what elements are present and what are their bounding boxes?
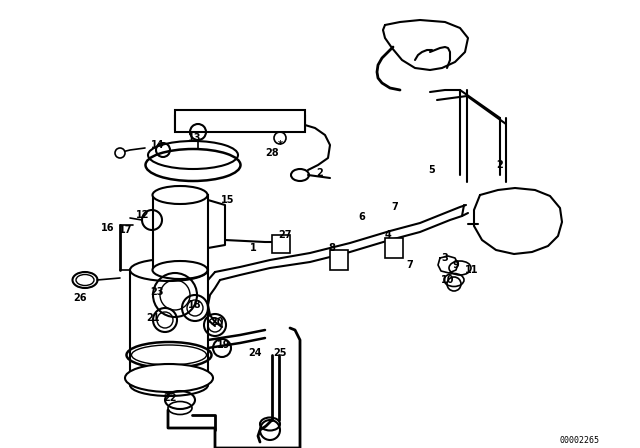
Text: 00002265: 00002265 <box>560 435 600 444</box>
Bar <box>330 250 348 270</box>
Bar <box>130 270 208 385</box>
Text: 5: 5 <box>429 165 435 175</box>
Text: 10: 10 <box>441 275 455 285</box>
Text: 26: 26 <box>73 293 87 303</box>
Text: 2: 2 <box>497 160 504 170</box>
Text: 17: 17 <box>119 225 132 235</box>
Text: 13: 13 <box>188 133 202 143</box>
Text: 27: 27 <box>278 230 292 240</box>
Text: 15: 15 <box>221 195 235 205</box>
Text: 3: 3 <box>442 253 449 263</box>
Bar <box>175 110 305 132</box>
Text: 6: 6 <box>358 212 365 222</box>
Text: 14: 14 <box>151 140 164 150</box>
Text: 11: 11 <box>465 265 479 275</box>
Circle shape <box>115 148 125 158</box>
Text: 23: 23 <box>150 287 164 297</box>
Ellipse shape <box>130 259 208 281</box>
Text: 22: 22 <box>163 393 177 403</box>
Text: 28: 28 <box>265 148 279 158</box>
Ellipse shape <box>130 374 208 396</box>
Text: 16: 16 <box>101 223 115 233</box>
Text: 21: 21 <box>147 313 160 323</box>
Text: 12: 12 <box>136 210 150 220</box>
Text: 9: 9 <box>452 260 460 270</box>
Text: 19: 19 <box>217 340 231 350</box>
Ellipse shape <box>152 186 207 204</box>
Text: 25: 25 <box>273 348 287 358</box>
Ellipse shape <box>125 364 213 392</box>
Bar <box>272 235 290 253</box>
Text: 20: 20 <box>211 317 224 327</box>
Text: 7: 7 <box>406 260 413 270</box>
Text: 4: 4 <box>385 230 392 240</box>
Ellipse shape <box>145 149 241 181</box>
Bar <box>153 195 208 270</box>
Ellipse shape <box>152 261 207 279</box>
Text: 8: 8 <box>328 243 335 253</box>
Bar <box>385 238 403 258</box>
Text: 2: 2 <box>317 168 323 178</box>
Text: 18: 18 <box>188 300 202 310</box>
Text: 1: 1 <box>250 243 257 253</box>
Text: 7: 7 <box>392 202 398 212</box>
Text: *: * <box>278 140 282 150</box>
Text: 24: 24 <box>248 348 262 358</box>
